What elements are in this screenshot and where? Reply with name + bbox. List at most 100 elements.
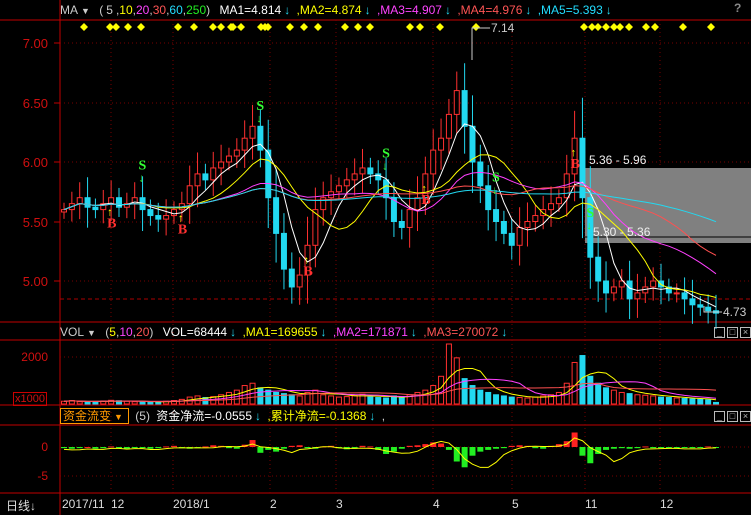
ma5-line xyxy=(63,123,717,308)
candle-body xyxy=(430,149,437,175)
minimize-panel-button[interactable]: _ xyxy=(714,411,725,422)
flow-bar xyxy=(280,447,287,449)
param-ma3: 20 xyxy=(136,3,150,17)
low-price-label: 4.73 xyxy=(723,305,747,319)
flow-bar xyxy=(398,447,405,449)
sell-signal: S xyxy=(382,147,390,162)
signal-diamond-icon xyxy=(406,23,414,31)
volume-bar xyxy=(713,401,719,405)
down-arrow-icon: ↓ xyxy=(605,3,612,17)
candle-body xyxy=(555,197,562,205)
volume-bar xyxy=(461,378,468,405)
flow-bar xyxy=(304,447,311,449)
period-selector[interactable]: 日线↓ xyxy=(6,499,37,513)
signal-diamond-icon xyxy=(610,23,618,31)
flow-bar xyxy=(68,447,75,449)
help-icon[interactable]: ? xyxy=(734,1,742,15)
low-leader xyxy=(703,306,722,313)
date-label: 5 xyxy=(512,497,519,511)
volume-bar xyxy=(445,343,452,405)
candle-body xyxy=(335,185,342,193)
volume-bar xyxy=(516,397,523,405)
volume-bar xyxy=(304,391,311,405)
candle-body xyxy=(210,167,217,181)
flow-bar xyxy=(540,447,547,449)
candle-body xyxy=(100,203,107,211)
flow-bar xyxy=(375,447,382,450)
volume-ma5-line xyxy=(63,367,717,403)
flow-bar xyxy=(697,447,704,448)
vol-indicator-dropdown[interactable]: VOL ▼ xyxy=(60,325,96,339)
flow-bar xyxy=(414,445,421,447)
volume-bar xyxy=(665,397,672,405)
maximize-panel-button[interactable]: □ xyxy=(727,411,738,422)
flow-bar xyxy=(233,447,240,449)
volume-bar xyxy=(170,400,177,405)
flow-bar xyxy=(477,447,484,452)
volume-bar xyxy=(422,389,429,405)
buy-signal: B xyxy=(107,217,116,232)
close-panel-button[interactable]: × xyxy=(740,411,751,422)
volume-bar xyxy=(524,397,531,405)
candle-body xyxy=(249,125,256,139)
candle-body xyxy=(147,209,154,217)
range-label: 5.30 - 5.36 xyxy=(593,225,651,239)
param-ma2: 10 xyxy=(119,3,133,17)
flow-bar xyxy=(571,432,578,447)
vol-ma1-value: ,MA1=169655 xyxy=(242,325,318,339)
volume-bar xyxy=(108,399,115,405)
flow-bar xyxy=(453,447,460,462)
down-arrow-icon: ↓ xyxy=(364,3,371,17)
minimize-panel-button[interactable]: _ xyxy=(714,327,725,338)
signal-diamond-icon xyxy=(707,23,715,31)
candle-body xyxy=(202,173,209,181)
volume-bar xyxy=(76,401,83,405)
flow-indicator-dropdown[interactable]: 资金流变 ▼ xyxy=(60,408,129,424)
flow-bar xyxy=(108,446,115,448)
ma-indicator-dropdown[interactable]: MA ▼ xyxy=(60,3,90,17)
flow-bar xyxy=(115,447,122,449)
volume-bar xyxy=(508,396,515,405)
volume-bar xyxy=(689,398,696,405)
volume-bar xyxy=(642,394,649,405)
down-arrow-icon: ↓ xyxy=(586,220,592,232)
candle-body xyxy=(595,256,602,282)
volume-bar xyxy=(273,391,280,405)
close-panel-button[interactable]: × xyxy=(740,327,751,338)
volume-bar xyxy=(367,396,374,405)
candle-body xyxy=(665,286,672,294)
flow-bar xyxy=(257,447,264,453)
volume-bar xyxy=(453,357,460,405)
volume-bar xyxy=(131,401,138,405)
flow-bar xyxy=(493,447,500,449)
candle-body xyxy=(579,137,586,199)
price-tick: 5.50 xyxy=(22,215,48,230)
flow-bar xyxy=(123,447,130,449)
maximize-panel-button[interactable]: □ xyxy=(727,327,738,338)
signal-diamond-icon xyxy=(616,23,624,31)
signal-diamond-icon xyxy=(300,23,308,31)
volume-bar xyxy=(587,375,594,405)
candle-body xyxy=(548,203,555,211)
volume-bar xyxy=(610,389,617,405)
volume-bar xyxy=(147,401,154,405)
flow-bar xyxy=(665,447,672,449)
date-label: 2018/1 xyxy=(173,497,210,511)
signal-diamond-icon xyxy=(190,23,198,31)
flow-bar xyxy=(367,446,374,448)
candle-body xyxy=(288,268,295,288)
param-ma6: 250 xyxy=(186,3,207,17)
volume-bar xyxy=(383,397,390,405)
flow-bar xyxy=(445,447,452,450)
range-label: 5.36 - 5.96 xyxy=(589,153,647,167)
ma3-value: ,MA3=4.907 xyxy=(376,3,442,17)
down-arrow-icon: ↓ xyxy=(256,113,262,125)
candle-body xyxy=(500,221,507,234)
params-close: ) xyxy=(206,3,211,17)
volume-bar xyxy=(681,397,688,405)
vol-ma3-value: ,MA3=270072 xyxy=(423,325,499,339)
candle-body xyxy=(705,306,712,312)
flow-bar xyxy=(131,447,138,448)
ma5-value: ,MA5=5.393 xyxy=(537,3,603,17)
